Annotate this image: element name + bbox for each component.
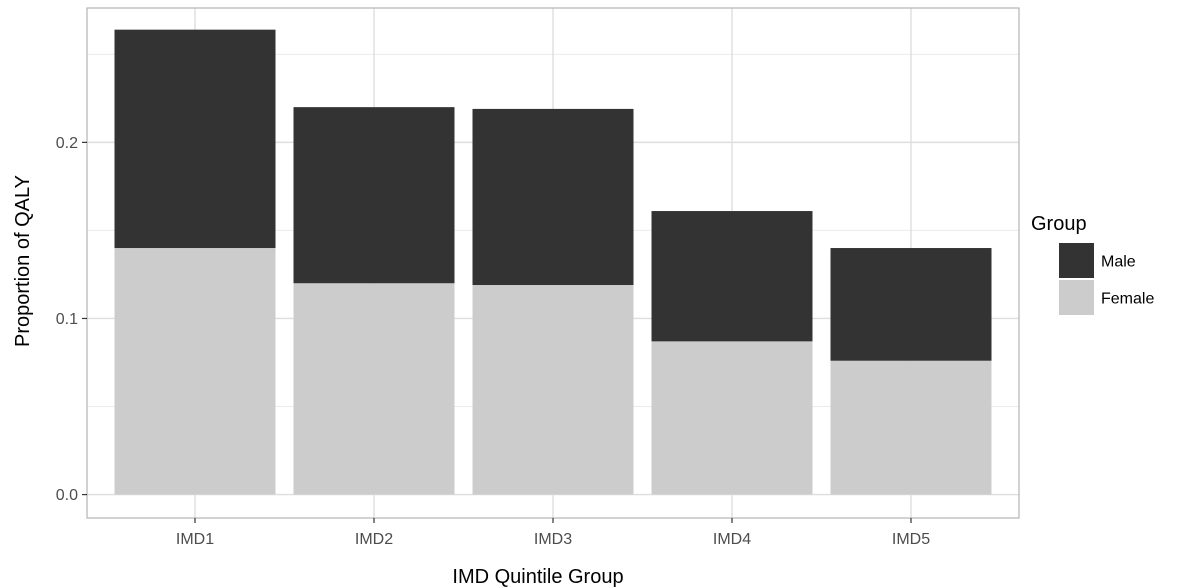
legend: Group Male Female	[1031, 213, 1154, 315]
y-axis: 0.0 0.1 0.2	[56, 135, 87, 504]
x-tick-label: IMD3	[534, 531, 572, 548]
x-tick-label: IMD5	[892, 531, 930, 548]
bar-female-imd5	[830, 360, 992, 495]
y-axis-title: Proportion of QALY	[12, 175, 34, 347]
x-axis: IMD1 IMD2 IMD3 IMD4 IMD5	[176, 518, 930, 548]
bar-female-imd3	[472, 285, 634, 495]
legend-key-female	[1059, 280, 1094, 315]
bar-female-imd1	[114, 248, 276, 495]
bar-male-imd2	[293, 107, 455, 284]
bar-male-imd5	[830, 248, 992, 361]
bar-male-imd4	[651, 211, 813, 342]
bars	[114, 29, 992, 495]
legend-label-female: Female	[1101, 291, 1154, 308]
x-tick-label: IMD1	[176, 531, 214, 548]
bar-male-imd1	[114, 29, 276, 249]
legend-title: Group	[1031, 213, 1087, 235]
bar-female-imd4	[651, 341, 813, 495]
legend-key-male	[1059, 243, 1094, 278]
x-tick-label: IMD4	[713, 531, 751, 548]
bar-male-imd3	[472, 108, 634, 286]
y-tick-label: 0.2	[56, 135, 78, 152]
y-tick-label: 0.1	[56, 311, 78, 328]
x-tick-label: IMD2	[355, 531, 393, 548]
bar-female-imd2	[293, 283, 455, 495]
y-tick-label: 0.0	[56, 487, 78, 504]
x-axis-title: IMD Quintile Group	[452, 566, 623, 588]
legend-label-male: Male	[1101, 254, 1136, 271]
